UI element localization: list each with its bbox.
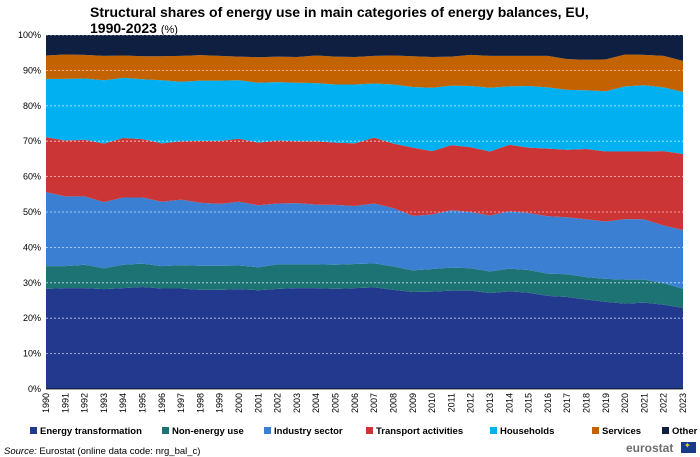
- x-tick-label: 1991: [60, 393, 70, 413]
- chart-legend: Energy transformation Non-energy use Indus…: [30, 426, 697, 440]
- x-tick-label: 2000: [234, 393, 244, 413]
- chart-title-text: Structural shares of energy use in main …: [90, 4, 589, 36]
- legend-item: Energy transformation: [30, 426, 142, 437]
- x-tick-label: 1998: [195, 393, 205, 413]
- legend-swatch: [592, 427, 599, 434]
- x-tick-label: 2006: [350, 393, 360, 413]
- x-tick-label: 1993: [99, 393, 109, 413]
- legend-swatch: [662, 427, 669, 434]
- x-tick-label: 2001: [253, 393, 263, 413]
- y-tick-label: 40%: [23, 242, 41, 252]
- area-households: [46, 77, 683, 154]
- x-tick-label: 1990: [41, 393, 51, 413]
- x-tick-label: 2005: [331, 393, 341, 413]
- x-tick-label: 2009: [408, 393, 418, 413]
- x-tick-label: 2003: [292, 393, 302, 413]
- y-tick-label: 80%: [23, 101, 41, 111]
- legend-swatch: [30, 427, 37, 434]
- legend-swatch: [366, 427, 373, 434]
- legend-label: Transport activities: [376, 426, 464, 437]
- y-tick-label: 30%: [23, 278, 41, 288]
- y-tick-label: 60%: [23, 172, 41, 182]
- y-tick-label: 100%: [18, 30, 41, 40]
- x-tick-label: 2013: [485, 393, 495, 413]
- x-tick-label: 1992: [80, 393, 90, 413]
- x-tick-label: 2015: [524, 393, 534, 413]
- x-tick-label: 2004: [311, 393, 321, 413]
- source-note: Source: Eurostat (online data code: nrg_…: [4, 446, 200, 457]
- x-tick-label: 2008: [388, 393, 398, 413]
- y-tick-label: 70%: [23, 136, 41, 146]
- x-tick-label: 2011: [446, 393, 456, 412]
- y-tick-label: 20%: [23, 313, 41, 323]
- x-tick-label: 2017: [562, 393, 572, 413]
- area-industry-sector: [46, 192, 683, 289]
- legend-label: Households: [500, 426, 555, 437]
- x-tick-label: 2019: [601, 393, 611, 413]
- x-tick-label: 2010: [427, 393, 437, 413]
- area-other: [46, 35, 683, 61]
- legend-item: Other: [662, 426, 697, 437]
- y-tick-label: 0%: [28, 384, 41, 394]
- legend-item: Industry sector: [264, 426, 343, 437]
- area-energy-transformation: [46, 287, 683, 389]
- legend-label: Other: [672, 426, 698, 437]
- legend-item: Transport activities: [366, 426, 463, 437]
- x-tick-label: 1996: [157, 393, 167, 413]
- chart-unit: (%): [160, 24, 178, 36]
- area-non-energy-use: [46, 263, 683, 308]
- x-tick-label: 2020: [620, 393, 630, 413]
- y-tick-label: 10%: [23, 349, 41, 359]
- legend-item: Services: [592, 426, 641, 437]
- source-label: Source:: [4, 446, 37, 457]
- x-tick-label: 2007: [369, 393, 379, 413]
- area-transport-activities: [46, 137, 683, 231]
- x-tick-label: 2014: [504, 393, 514, 413]
- legend-swatch: [490, 427, 497, 434]
- area-services: [46, 54, 683, 92]
- x-tick-label: 2021: [639, 393, 649, 413]
- y-tick-label: 50%: [23, 207, 41, 217]
- legend-label: Industry sector: [274, 426, 343, 437]
- x-tick-label: 2016: [543, 393, 553, 413]
- x-tick-label: 2018: [581, 393, 591, 413]
- source-text: Eurostat (online data code: nrg_bal_c): [39, 446, 201, 457]
- x-tick-label: 1999: [215, 393, 225, 413]
- x-tick-label: 2023: [678, 393, 688, 413]
- x-tick-label: 2002: [273, 393, 283, 413]
- x-tick-label: 1994: [118, 393, 128, 413]
- x-tick-label: 2022: [659, 393, 669, 413]
- legend-swatch: [162, 427, 169, 434]
- legend-label: Non-energy use: [172, 426, 244, 437]
- chart-title: Structural shares of energy use in main …: [90, 4, 610, 38]
- legend-item: Households: [490, 426, 554, 437]
- legend-swatch: [264, 427, 271, 434]
- y-tick-label: 90%: [23, 65, 41, 75]
- x-tick-label: 1997: [176, 393, 186, 413]
- eu-flag-icon: ✦: [681, 441, 696, 453]
- x-tick-label: 2012: [466, 393, 476, 413]
- legend-label: Services: [602, 426, 642, 437]
- legend-item: Non-energy use: [162, 426, 244, 437]
- eurostat-logo-text: eurostat: [626, 441, 674, 455]
- legend-label: Energy transformation: [40, 426, 142, 437]
- x-tick-label: 1995: [138, 393, 148, 413]
- stacked-area-chart: 0% 10% 20% 30% 40% 50% 60% 70% 80% 90% 100% 1990 199…: [18, 30, 688, 413]
- eurostat-logo: eurostat ✦: [626, 441, 696, 455]
